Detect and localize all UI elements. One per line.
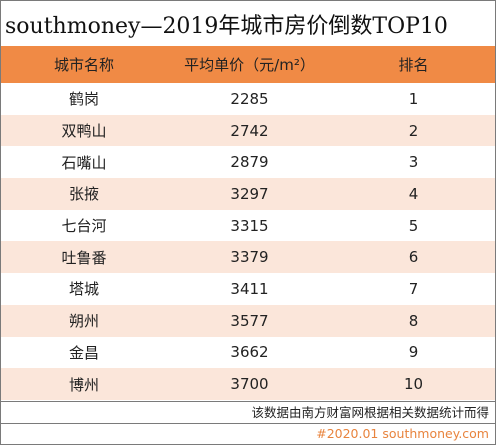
cell-city: 张掖 (68, 185, 99, 204)
footer-watermark: #2020.01 southmoney.com (1, 423, 495, 444)
table-row: 七台河 3315 5 (1, 209, 495, 242)
cell-city: 塔城 (68, 280, 99, 299)
cell-price: 2879 (230, 153, 269, 172)
cell-price: 3662 (230, 343, 269, 362)
header-rank: 排名 (398, 56, 429, 74)
source-note: 该数据由南方财富网根据相关数据统计而得 (1, 401, 495, 423)
cell-price: 2742 (230, 121, 269, 140)
cell-rank: 6 (408, 248, 419, 267)
table-header: 城市名称 平均单价（元/m²） 排名 (1, 46, 495, 83)
cell-rank: 2 (408, 121, 419, 140)
page-title: southmoney—2019年城市房价倒数TOP10 (5, 13, 448, 39)
table-row: 金昌 3662 9 (1, 336, 495, 369)
cell-city: 吐鲁番 (61, 248, 107, 267)
table-row: 朔州 3577 8 (1, 304, 495, 337)
cell-price: 3297 (230, 184, 269, 203)
table-row: 塔城 3411 7 (1, 273, 495, 305)
table-row: 石嘴山 2879 3 (1, 146, 495, 179)
table-row: 张掖 3297 4 (1, 178, 495, 210)
cell-price: 2285 (230, 89, 269, 108)
cell-city: 七台河 (61, 217, 107, 236)
header-price: 平均单价（元/m²） (184, 56, 315, 74)
cell-rank: 1 (408, 89, 419, 108)
cell-city: 石嘴山 (61, 153, 107, 172)
table-row: 吐鲁番 3379 6 (1, 241, 495, 274)
table-body: 鹤岗 2285 1 双鸭山 2742 2 石嘴山 2879 3 张掖 3297 … (1, 83, 495, 400)
cell-rank: 8 (408, 311, 419, 330)
cell-city: 博州 (68, 375, 99, 394)
cell-rank: 7 (408, 279, 419, 298)
cell-price: 3700 (230, 375, 269, 394)
cell-rank: 9 (408, 343, 419, 362)
table-row: 博州 3700 10 (1, 368, 495, 400)
cell-city: 金昌 (68, 343, 99, 362)
cell-city: 双鸭山 (61, 122, 107, 141)
cell-rank: 10 (403, 375, 424, 394)
cell-city: 鹤岗 (68, 90, 99, 109)
cell-price: 3411 (230, 279, 269, 298)
cell-rank: 4 (408, 184, 419, 203)
cell-city: 朔州 (68, 312, 99, 331)
cell-rank: 5 (408, 216, 419, 235)
cell-rank: 3 (408, 153, 419, 172)
header-city: 城市名称 (53, 56, 114, 74)
table-row: 鹤岗 2285 1 (1, 83, 495, 115)
cell-price: 3577 (230, 311, 269, 330)
cell-price: 3379 (230, 248, 269, 267)
table-row: 双鸭山 2742 2 (1, 114, 495, 147)
cell-price: 3315 (230, 216, 269, 235)
